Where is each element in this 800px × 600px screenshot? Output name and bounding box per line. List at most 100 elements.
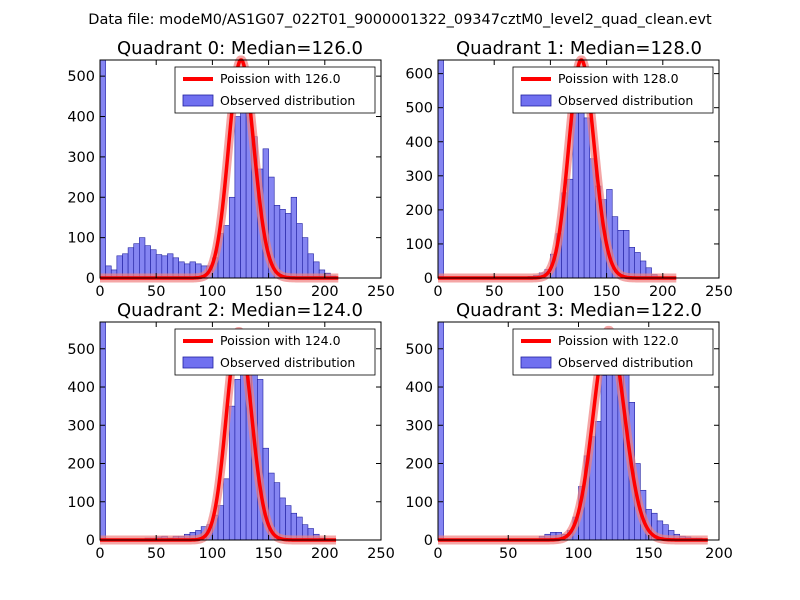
x-tick-label: 150 [255, 284, 283, 300]
y-tick-label: 400 [67, 380, 95, 396]
histogram-bar [144, 245, 151, 279]
axes-frame [437, 59, 720, 279]
histogram-bar [437, 321, 444, 541]
y-tick-label: 0 [424, 271, 433, 287]
histogram-bar [595, 421, 602, 541]
axes-frame [99, 59, 382, 279]
y-tick-label: 200 [67, 457, 95, 473]
y-tick-label: 500 [405, 342, 433, 358]
legend: Poission with 126.0 Observed distribution [174, 66, 376, 114]
y-tick-label: 400 [67, 110, 95, 126]
histogram-bar [99, 321, 106, 541]
y-tick-label: 500 [405, 101, 433, 117]
quadrant-1-panel: Quadrant 1: Median=128.0 0 50 100 150 200 250… [405, 38, 733, 300]
histogram-bar [583, 117, 591, 279]
y-tick-label: 500 [67, 342, 95, 358]
x-tick-label: 50 [485, 284, 503, 300]
legend-label-observed: Observed distribution [558, 355, 693, 370]
x-tick-label: 250 [367, 546, 395, 562]
quadrant-3-panel: Quadrant 3: Median=122.0 0 50 100 150 200 0 10… [405, 300, 733, 562]
legend-bar-swatch [182, 94, 214, 107]
histogram-bar [240, 104, 247, 279]
y-tick-label: 100 [67, 231, 95, 247]
legend: Poission with 122.0 Observed distribution [512, 328, 714, 376]
x-tick-label: 200 [705, 546, 733, 562]
quadrant-2-panel: Quadrant 2: Median=124.0 0 50 100 150 200 250… [67, 300, 395, 562]
histogram-bar [578, 86, 585, 279]
figure-title: Data file: modeM0/AS1G07_022T01_90000013… [88, 12, 712, 28]
histogram-bar [223, 478, 230, 541]
y-tick-label: 400 [405, 135, 433, 151]
y-tick-label: 200 [405, 457, 433, 473]
histogram-bar [139, 237, 146, 279]
histogram-bar [285, 213, 292, 279]
y-tick-label: 0 [86, 533, 95, 549]
histogram-bar [279, 497, 286, 541]
histogram-bar [127, 247, 135, 279]
x-tick-label: 0 [433, 284, 442, 300]
x-tick-label: 0 [95, 546, 104, 562]
y-tick-label: 200 [67, 190, 95, 206]
quadrant-0-title: Quadrant 0: Median=126.0 [117, 38, 363, 59]
y-tick-label: 0 [424, 533, 433, 549]
legend-label-observed: Observed distribution [220, 355, 355, 370]
legend-label-observed: Observed distribution [558, 93, 693, 108]
y-tick-label: 500 [67, 69, 95, 85]
quadrant-3-title: Quadrant 3: Median=122.0 [456, 300, 702, 321]
histogram-bar [600, 375, 607, 541]
x-tick-label: 0 [433, 546, 442, 562]
x-tick-label: 250 [705, 284, 733, 300]
legend: Poission with 128.0 Observed distribution [512, 66, 714, 114]
legend-bar-swatch [520, 94, 552, 107]
x-tick-label: 200 [311, 284, 339, 300]
histogram-bar [623, 230, 630, 279]
y-tick-label: 0 [86, 271, 95, 287]
y-tick-label: 300 [405, 169, 433, 185]
histogram-bar [234, 379, 241, 541]
y-tick-label: 200 [405, 203, 433, 219]
y-tick-label: 300 [67, 150, 95, 166]
x-tick-label: 50 [147, 546, 165, 562]
legend-label-observed: Observed distribution [220, 93, 355, 108]
histogram-bar [228, 405, 236, 541]
histogram-bar [437, 59, 444, 279]
y-tick-label: 100 [67, 495, 95, 511]
legend-label-poisson: Poission with 122.0 [558, 333, 679, 348]
x-tick-label: 0 [95, 284, 104, 300]
y-tick-label: 600 [405, 67, 433, 83]
histogram-bar [611, 363, 619, 541]
y-tick-label: 400 [405, 380, 433, 396]
y-tick-label: 100 [405, 495, 433, 511]
legend: Poission with 124.0 Observed distribution [174, 328, 376, 376]
histogram-bar [290, 196, 297, 279]
x-tick-label: 250 [367, 284, 395, 300]
x-tick-label: 150 [593, 284, 621, 300]
legend-label-poisson: Poission with 126.0 [220, 71, 341, 86]
x-tick-label: 150 [635, 546, 663, 562]
histogram-bar [133, 243, 140, 279]
histogram-bar [285, 505, 292, 541]
legend-label-poisson: Poission with 128.0 [558, 71, 679, 86]
quadrant-0-panel: Quadrant 0: Median=126.0 0 50 100 150 200 250… [67, 38, 395, 300]
x-tick-label: 50 [147, 284, 165, 300]
x-tick-label: 200 [649, 284, 677, 300]
histogram-bar [302, 237, 309, 279]
x-tick-label: 100 [199, 284, 227, 300]
histogram-bar [223, 225, 230, 279]
y-tick-label: 300 [405, 418, 433, 434]
histogram-bar [296, 223, 303, 279]
axes-frame [99, 321, 382, 541]
quadrant-1-title: Quadrant 1: Median=128.0 [456, 38, 702, 59]
legend-label-poisson: Poission with 124.0 [220, 333, 341, 348]
quadrant-2-title: Quadrant 2: Median=124.0 [117, 300, 363, 321]
y-tick-label: 300 [67, 418, 95, 434]
legend-bar-swatch [182, 356, 214, 369]
x-tick-label: 150 [255, 546, 283, 562]
x-tick-label: 50 [499, 546, 517, 562]
x-tick-label: 100 [565, 546, 593, 562]
histogram-bar [234, 116, 241, 279]
histogram-bar [279, 209, 286, 279]
x-tick-label: 200 [311, 546, 339, 562]
y-tick-label: 100 [405, 237, 433, 253]
